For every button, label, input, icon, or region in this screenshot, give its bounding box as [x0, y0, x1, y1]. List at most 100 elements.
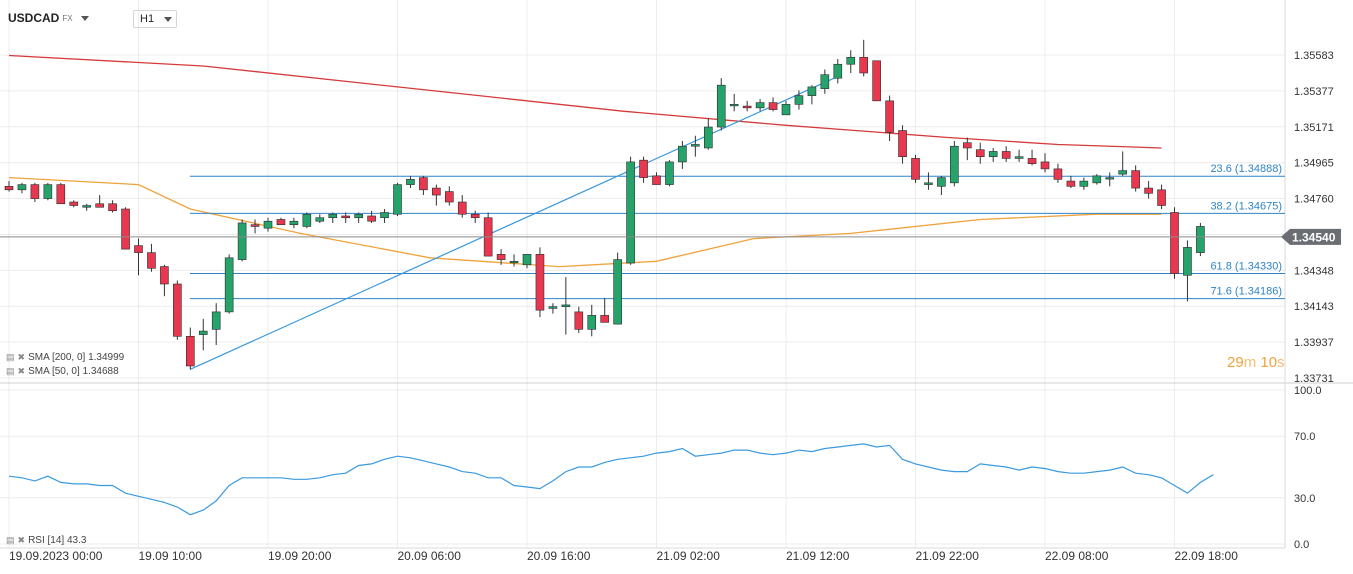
- time-tick-label: 19.09 20:00: [268, 549, 332, 563]
- candle-down: [911, 158, 920, 180]
- symbol-name: USDCAD: [8, 11, 60, 25]
- candle-down: [457, 201, 467, 215]
- candle-up: [833, 63, 843, 79]
- candle-up: [703, 126, 713, 149]
- candle-down: [147, 252, 156, 269]
- candle-up: [613, 259, 622, 325]
- indicator-rsi[interactable]: ▤ ✖ RSI [14] 43.3: [6, 535, 86, 546]
- candle-down: [1001, 151, 1011, 159]
- candle-up: [716, 84, 726, 128]
- candle-down: [95, 203, 104, 208]
- time-tick-label: 21.09 22:00: [916, 549, 980, 563]
- candle-down: [1144, 187, 1153, 194]
- candle-down: [1131, 170, 1140, 189]
- candle-up: [289, 220, 299, 225]
- candle-up: [988, 151, 998, 157]
- candle-down: [1157, 189, 1166, 206]
- candle-up: [237, 222, 247, 260]
- candle-up: [1079, 180, 1089, 187]
- candle-down: [367, 215, 376, 222]
- settings-icon[interactable]: ▤: [6, 535, 15, 545]
- candle-down: [186, 336, 195, 367]
- rsi-tick-label: 0.0: [1294, 539, 1309, 551]
- indicator-sma50[interactable]: ▤ ✖ SMA [50, 0] 1.34688: [6, 366, 119, 377]
- rsi-tick-label: 30.0: [1294, 493, 1315, 505]
- close-icon[interactable]: ✖: [17, 352, 26, 362]
- candle-down: [1040, 161, 1050, 170]
- candle-up: [678, 145, 687, 163]
- price-tick-label: 1.34760: [1294, 194, 1334, 206]
- price-tick-label: 1.33937: [1294, 337, 1334, 349]
- candle-up: [548, 306, 558, 309]
- price-tick-label: 1.35171: [1294, 122, 1334, 134]
- candle-up: [211, 311, 221, 330]
- settings-icon[interactable]: ▤: [6, 352, 15, 362]
- candle-up: [937, 177, 946, 187]
- candle-down: [173, 283, 182, 337]
- candle-up: [380, 212, 389, 219]
- timer-minutes-unit: m: [1243, 354, 1257, 371]
- candle-down: [600, 315, 610, 323]
- candle-up: [950, 145, 959, 184]
- candle-up: [224, 257, 234, 313]
- candle-up: [626, 161, 635, 264]
- candle-down: [250, 224, 260, 227]
- candle-up: [82, 205, 91, 208]
- price-tick-label: 1.35377: [1294, 86, 1334, 98]
- candle-down: [975, 149, 985, 157]
- candle-down: [160, 266, 169, 285]
- time-tick-label: 19.09 10:00: [139, 549, 203, 563]
- candle-up: [509, 261, 519, 264]
- time-tick-label: 21.09 12:00: [786, 549, 850, 563]
- candle-down: [341, 215, 351, 219]
- candle-up: [393, 184, 402, 215]
- candle-timer: 29m 10s: [1227, 354, 1285, 371]
- candle-down: [639, 159, 648, 178]
- timeframe-selector[interactable]: H1: [133, 10, 177, 28]
- symbol-selector[interactable]: USDCAD FX: [8, 10, 89, 26]
- candle-down: [574, 311, 584, 330]
- close-icon[interactable]: ✖: [17, 366, 26, 376]
- close-icon[interactable]: ✖: [17, 535, 26, 545]
- fib-level-label: 61.8 (1.34330): [1210, 261, 1282, 273]
- time-tick-label: 19.09.2023 00:00: [9, 549, 103, 563]
- timer-seconds-unit: s: [1277, 354, 1285, 371]
- candle-down: [1066, 180, 1076, 187]
- price-tick-label: 1.33731: [1294, 373, 1334, 385]
- rsi-tick-label: 70.0: [1294, 431, 1315, 443]
- candle-up: [522, 254, 532, 266]
- candle-down: [69, 201, 79, 206]
- candle-down: [30, 184, 40, 199]
- sma50-line: [8, 176, 1162, 268]
- time-tick-label: 22.09 08:00: [1045, 549, 1109, 563]
- current-price-badge: [1281, 228, 1341, 245]
- fib-level-label: 38.2 (1.34675): [1210, 200, 1282, 212]
- price-tick-label: 1.35583: [1294, 50, 1334, 62]
- candle-up: [328, 213, 338, 219]
- candle-down: [496, 254, 506, 260]
- candle-down: [898, 130, 907, 157]
- price-tick-label: 1.34348: [1294, 265, 1334, 277]
- timer-seconds: 10: [1260, 354, 1278, 371]
- candle-up: [302, 213, 312, 227]
- candle-down: [885, 100, 894, 133]
- candle-up: [354, 213, 363, 219]
- candle-down: [432, 187, 441, 196]
- candle-up: [17, 184, 27, 191]
- chevron-down-icon[interactable]: [164, 16, 173, 22]
- candle-up: [263, 220, 273, 229]
- settings-icon[interactable]: ▤: [6, 366, 15, 376]
- candle-up: [755, 102, 765, 109]
- indicator-sma200[interactable]: ▤ ✖ SMA [200, 0] 1.34999: [6, 352, 124, 363]
- candle-down: [768, 102, 778, 110]
- time-tick-label: 20.09 16:00: [527, 549, 591, 563]
- fib-level-label: 23.6 (1.34888): [1210, 163, 1282, 175]
- chevron-down-icon[interactable]: [80, 15, 89, 21]
- candle-up: [924, 182, 933, 185]
- candle-up: [846, 56, 856, 65]
- price-tick-label: 1.34143: [1294, 301, 1334, 313]
- candle-up: [794, 95, 804, 105]
- sma50-label: SMA [50, 0] 1.34688: [28, 366, 119, 377]
- sma200-line: [8, 54, 1162, 149]
